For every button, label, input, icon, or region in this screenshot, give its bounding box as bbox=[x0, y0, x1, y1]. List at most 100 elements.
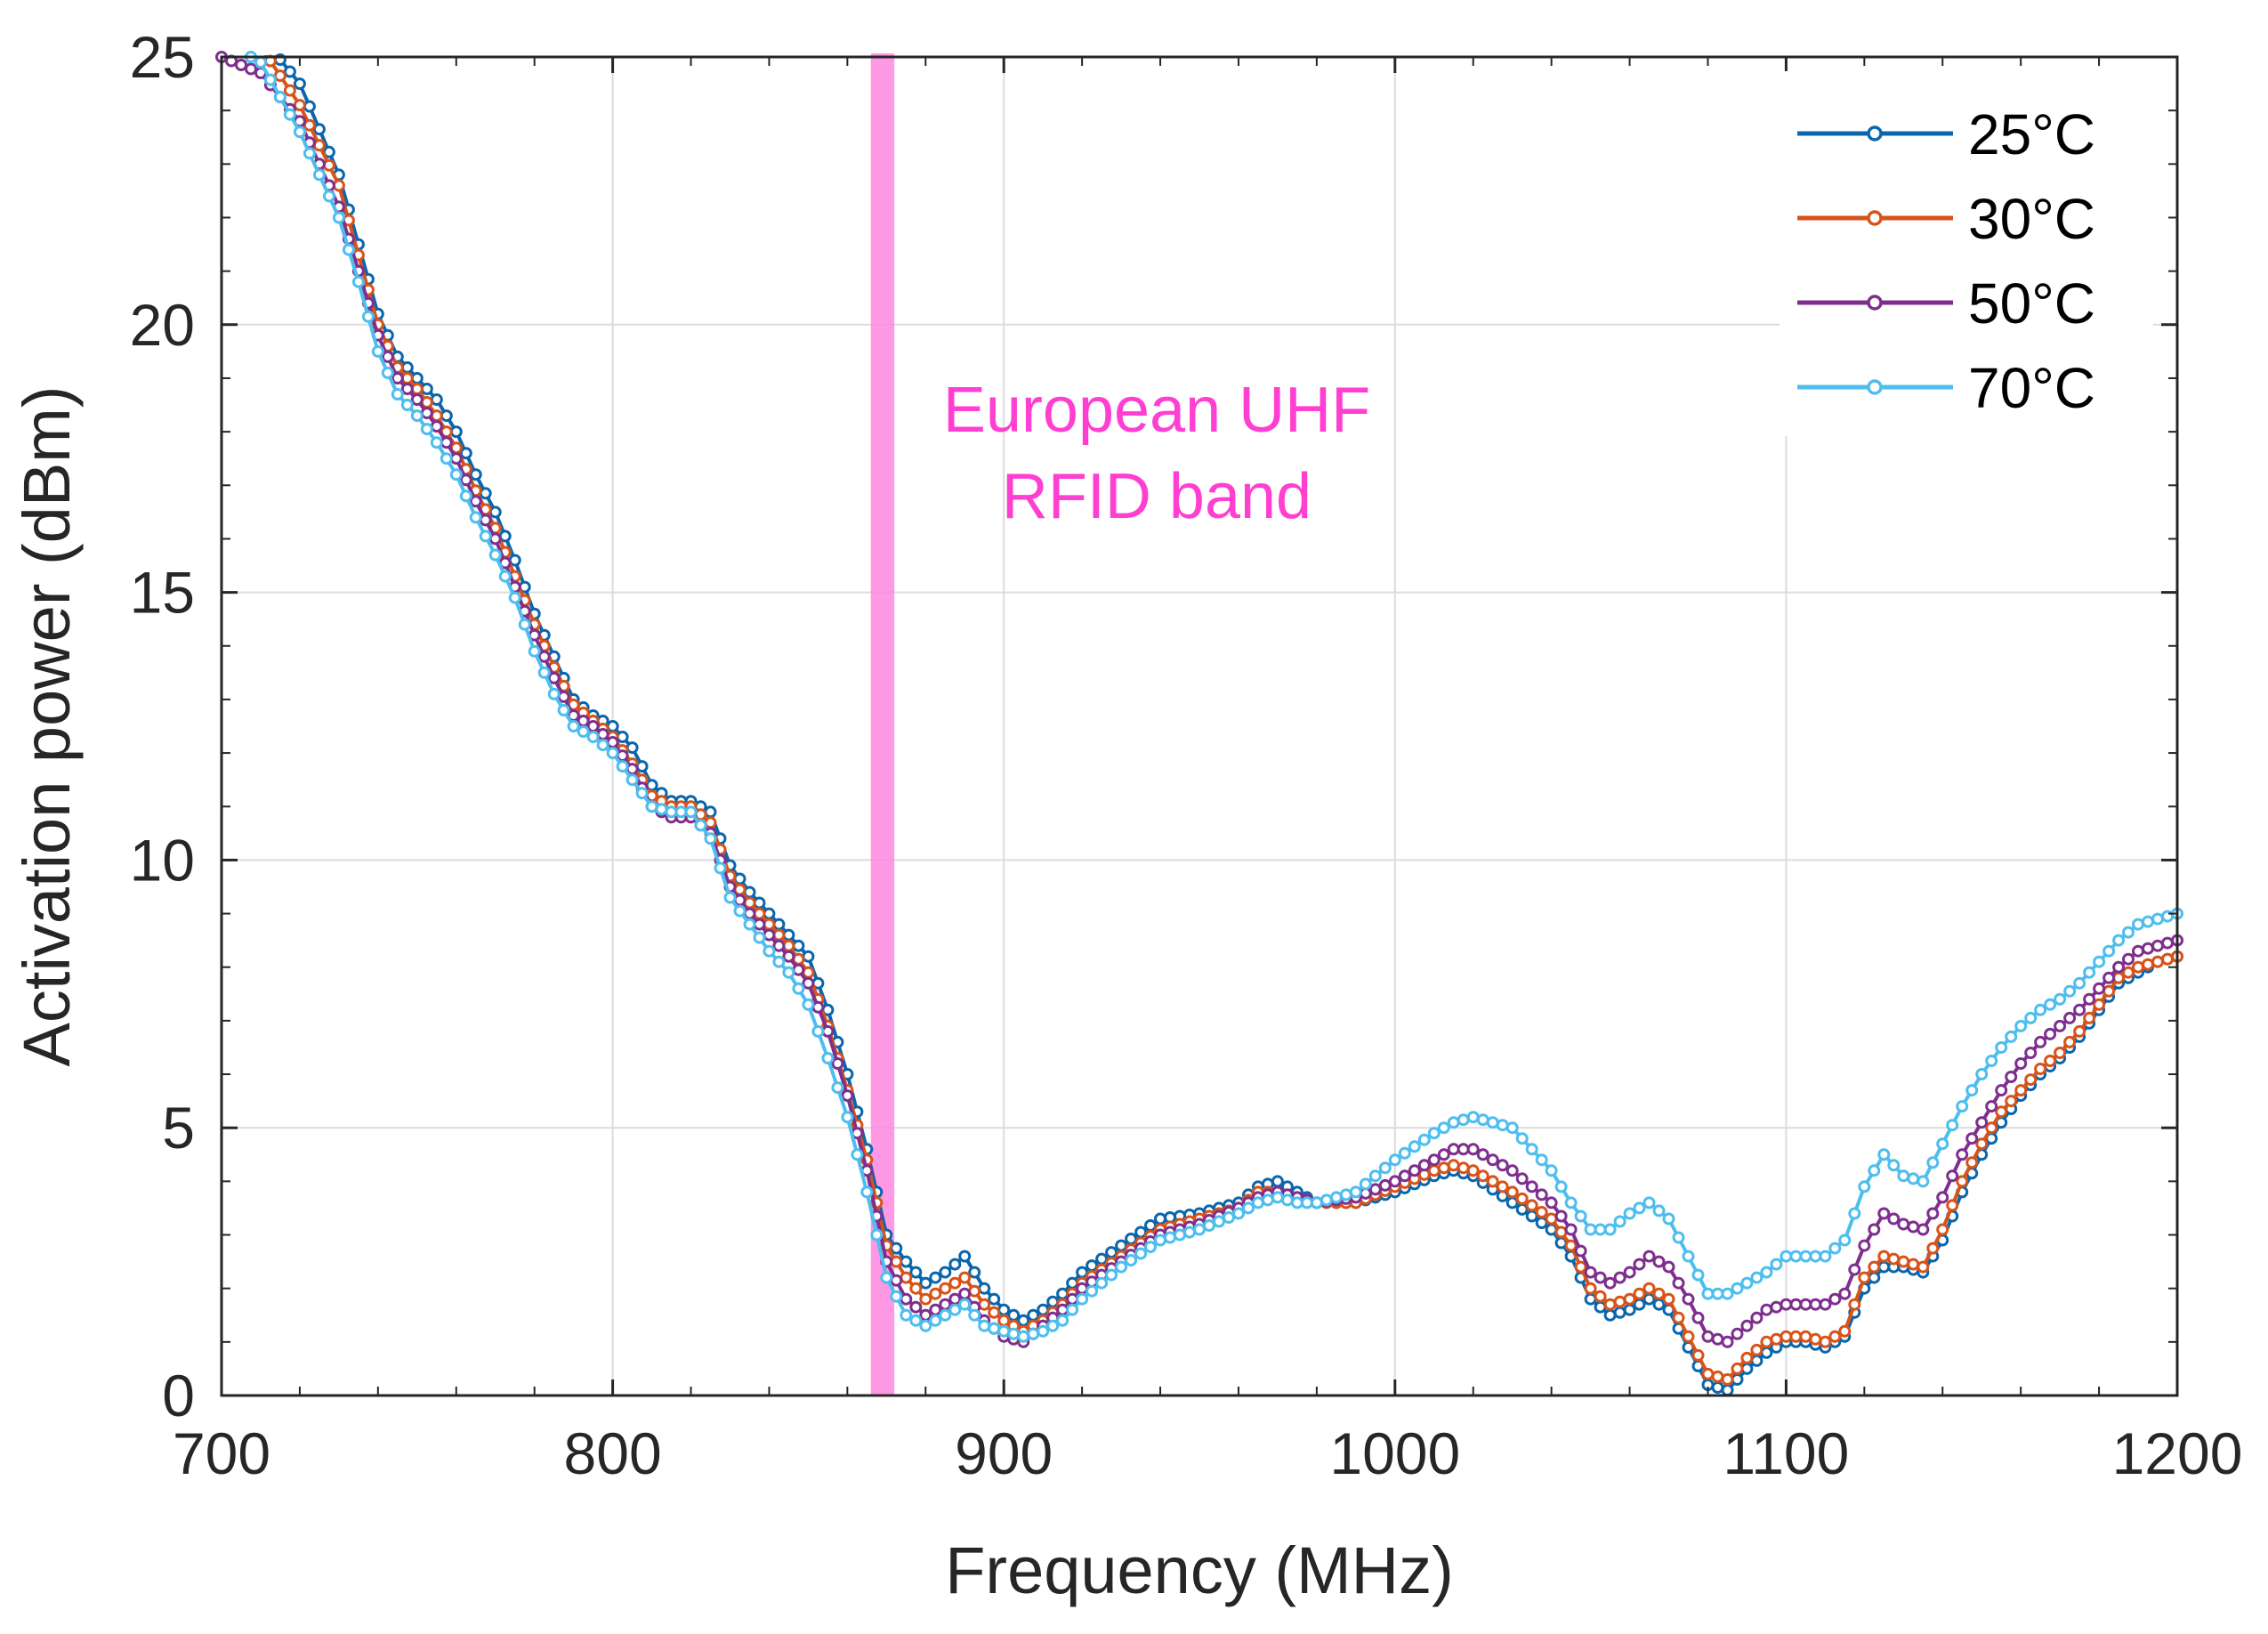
data-point bbox=[1525, 1143, 1538, 1156]
data-point bbox=[782, 950, 795, 963]
data-point bbox=[1144, 1241, 1157, 1254]
data-point bbox=[449, 468, 463, 481]
data-point bbox=[1877, 1148, 1891, 1161]
data-point bbox=[1760, 1266, 1773, 1279]
data-point bbox=[1642, 1282, 1656, 1295]
plot-frame bbox=[220, 55, 2179, 1397]
data-point bbox=[1329, 1191, 1343, 1204]
data-point bbox=[1907, 1172, 1920, 1185]
data-point bbox=[410, 383, 424, 395]
data-point bbox=[635, 760, 649, 773]
data-point bbox=[1956, 1175, 1969, 1188]
data-point bbox=[674, 805, 688, 819]
data-point bbox=[1731, 1282, 1744, 1295]
data-point bbox=[1828, 1242, 1842, 1255]
data-point bbox=[537, 666, 551, 679]
data-point bbox=[371, 344, 384, 358]
data-point bbox=[704, 816, 717, 829]
data-point bbox=[303, 100, 316, 113]
data-point bbox=[958, 1298, 972, 1311]
data-point bbox=[459, 447, 472, 460]
data-point bbox=[919, 1292, 932, 1306]
data-point bbox=[273, 91, 287, 104]
data-point bbox=[1770, 1332, 1783, 1346]
data-point bbox=[332, 211, 345, 224]
data-point bbox=[1447, 1159, 1460, 1172]
data-point bbox=[606, 736, 619, 748]
data-point bbox=[723, 891, 737, 904]
data-point bbox=[919, 1276, 932, 1290]
data-point bbox=[1819, 1335, 1832, 1348]
data-point bbox=[1437, 1121, 1450, 1135]
data-series bbox=[215, 51, 2183, 1396]
data-point bbox=[1633, 1258, 1646, 1271]
data-point bbox=[1251, 1196, 1264, 1209]
data-point bbox=[1535, 1206, 1548, 1218]
data-point bbox=[1613, 1215, 1626, 1228]
data-point bbox=[1525, 1209, 1538, 1223]
data-point bbox=[1310, 1196, 1323, 1209]
data-point bbox=[694, 819, 707, 832]
data-point bbox=[1780, 1330, 1793, 1343]
data-point bbox=[2112, 960, 2126, 974]
data-point bbox=[2093, 998, 2106, 1011]
data-point bbox=[1476, 1169, 1489, 1183]
data-point bbox=[2054, 992, 2067, 1006]
data-point bbox=[2024, 1011, 2038, 1024]
data-point bbox=[1574, 1260, 1587, 1274]
data-point bbox=[1505, 1196, 1519, 1209]
data-point bbox=[1711, 1370, 1724, 1383]
data-point bbox=[273, 69, 287, 83]
data-point bbox=[430, 393, 443, 406]
x-tick-label: 900 bbox=[955, 1420, 1053, 1486]
data-point bbox=[1672, 1311, 1685, 1324]
data-point bbox=[1858, 1180, 1871, 1193]
data-point bbox=[2122, 966, 2135, 979]
data-point bbox=[596, 728, 609, 740]
data-point bbox=[440, 452, 453, 465]
data-point bbox=[1515, 1172, 1529, 1185]
data-point bbox=[2044, 1055, 2057, 1067]
data-point bbox=[802, 950, 815, 963]
data-point bbox=[900, 1308, 913, 1322]
data-point bbox=[929, 1271, 942, 1284]
data-point bbox=[1223, 1211, 1235, 1224]
data-point bbox=[929, 1303, 942, 1316]
data-point bbox=[2112, 971, 2126, 984]
data-point bbox=[821, 1024, 835, 1038]
data-point bbox=[1682, 1250, 1695, 1263]
data-point bbox=[1066, 1292, 1079, 1306]
legend-swatch-marker bbox=[1867, 295, 1883, 311]
data-point bbox=[1701, 1367, 1715, 1380]
data-point bbox=[1740, 1319, 1754, 1332]
data-point bbox=[1809, 1298, 1822, 1311]
data-point bbox=[1789, 1298, 1803, 1311]
data-point bbox=[410, 393, 424, 406]
data-point bbox=[1515, 1132, 1529, 1145]
data-point bbox=[1682, 1292, 1695, 1306]
data-point bbox=[1134, 1247, 1148, 1260]
data-point bbox=[1711, 1332, 1724, 1346]
data-point bbox=[997, 1314, 1011, 1327]
data-point bbox=[841, 1111, 854, 1124]
data-point bbox=[1917, 1175, 1930, 1188]
data-point bbox=[1545, 1196, 1558, 1209]
data-point bbox=[1917, 1260, 1930, 1274]
data-point bbox=[1095, 1252, 1109, 1266]
data-point bbox=[1731, 1362, 1744, 1375]
data-point bbox=[391, 388, 404, 400]
data-point bbox=[1721, 1287, 1734, 1300]
data-point bbox=[606, 747, 619, 760]
data-point bbox=[400, 372, 414, 384]
data-point bbox=[1584, 1282, 1597, 1295]
data-point bbox=[1828, 1330, 1842, 1343]
data-point bbox=[1554, 1180, 1568, 1193]
data-point bbox=[2044, 998, 2057, 1011]
data-point bbox=[763, 944, 776, 958]
data-point bbox=[772, 918, 786, 931]
data-point bbox=[1076, 1282, 1089, 1295]
data-point bbox=[1809, 1250, 1822, 1263]
data-point bbox=[1203, 1219, 1215, 1232]
data-point bbox=[1408, 1140, 1421, 1153]
data-point bbox=[831, 1081, 844, 1095]
